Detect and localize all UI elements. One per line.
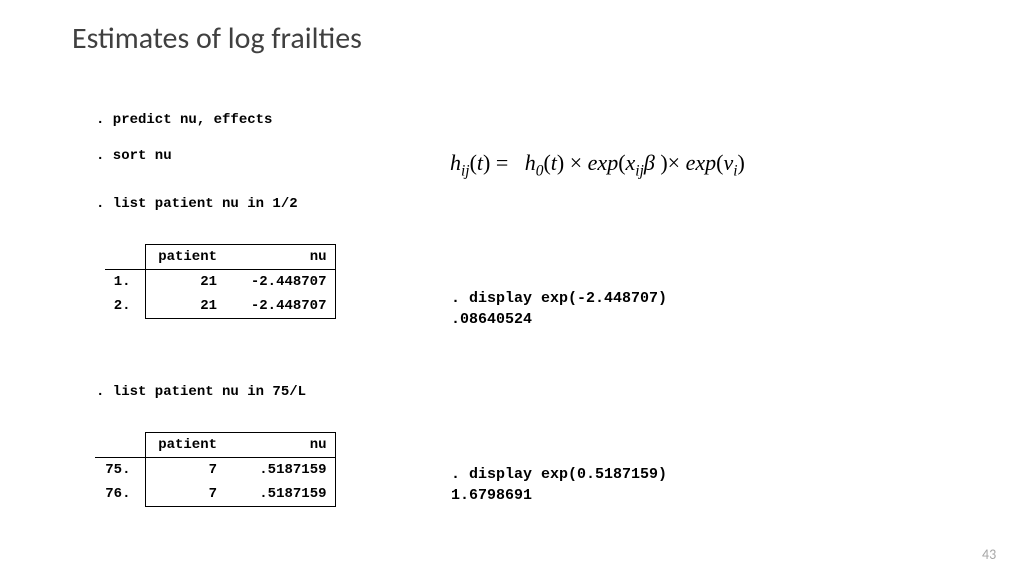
stata-display-1: . display exp(-2.448707) .08640524 [451,288,667,330]
table-cell: 7 [145,482,225,507]
table-col-header: patient [145,433,225,458]
table-col-header: nu [225,433,335,458]
slide-title: Estimates of log frailties [72,20,362,57]
table-cell: 7 [145,458,225,483]
page-number: 43 [982,546,996,563]
table-row-index: 1. [105,270,145,295]
table-cell: .5187159 [225,458,335,483]
stata-list-table-2: patientnu 75.7.5187159 76.7.5187159 [95,432,336,507]
stata-command-list-2: . list patient nu in 75/L [96,384,306,400]
table-cell: 21 [145,294,225,319]
table-cell: -2.448707 [225,294,335,319]
table-row-index: 75. [95,458,145,483]
table-cell: -2.448707 [225,270,335,295]
table-idx-header [105,245,145,270]
table-idx-header [95,433,145,458]
table-cell: 21 [145,270,225,295]
stata-display-2: . display exp(0.5187159) 1.6798691 [451,464,667,506]
hazard-formula: hij(t) = h0(t) × exp(xijβ )× exp(vi) [450,150,745,180]
table-cell: .5187159 [225,482,335,507]
stata-command-list-1: . list patient nu in 1/2 [96,196,298,212]
stata-list-table-1: patientnu 1.21-2.448707 2.21-2.448707 [105,244,336,319]
table-col-header: nu [225,245,335,270]
table-row-index: 76. [95,482,145,507]
table-row-index: 2. [105,294,145,319]
table-col-header: patient [145,245,225,270]
stata-command-sort: . sort nu [96,148,172,164]
stata-command-predict: . predict nu, effects [96,112,272,128]
